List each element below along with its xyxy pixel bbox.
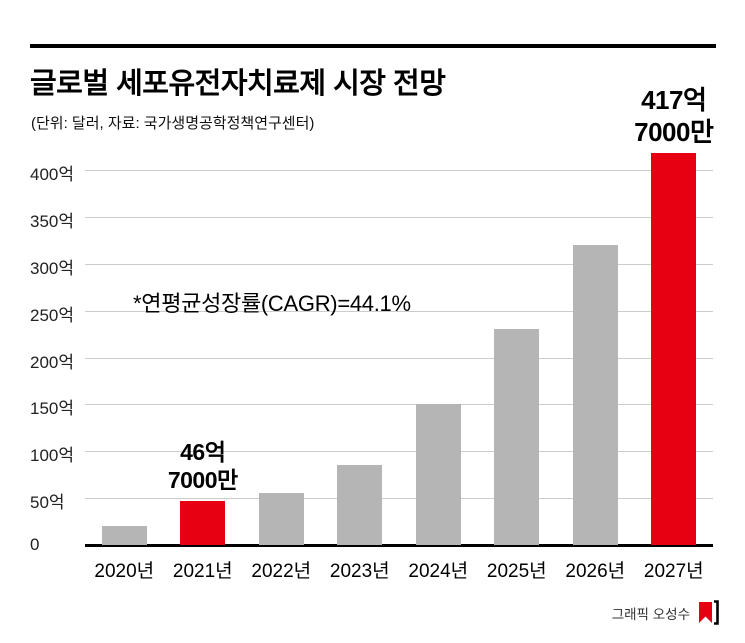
y-axis-tick-label: 200억 bbox=[30, 352, 75, 372]
y-axis-tick-label: 100억 bbox=[30, 446, 75, 466]
x-axis-tick-label: 2023년 bbox=[329, 561, 390, 582]
x-axis-tick-label: 2021년 bbox=[172, 561, 233, 582]
gridline bbox=[85, 216, 713, 218]
y-axis-tick-label: 300억 bbox=[30, 258, 75, 278]
chart-title: 글로벌 세포유전자치료제 시장 전망 bbox=[30, 68, 446, 100]
credit-block: 그래픽 오성수 bbox=[612, 600, 719, 625]
x-axis-tick-label: 2026년 bbox=[565, 561, 626, 582]
y-axis-tick-label: 250억 bbox=[30, 305, 75, 325]
gridline bbox=[85, 170, 713, 171]
cagr-annotation: *연평균성장률(CAGR)=44.1% bbox=[133, 291, 411, 316]
gridline bbox=[85, 310, 713, 312]
y-axis-tick-label: 50억 bbox=[30, 493, 65, 513]
bar-2021년 bbox=[180, 501, 226, 545]
bar-value-label-line: 7000만 bbox=[634, 116, 714, 147]
gridline bbox=[85, 498, 713, 500]
x-axis-tick-label: 2027년 bbox=[643, 561, 704, 582]
chart-unit-source-note: (단위: 달러, 자료: 국가생명공학정책연구센터) bbox=[31, 115, 315, 132]
gridline bbox=[85, 404, 713, 406]
y-axis-tick-label: 0 bbox=[30, 535, 40, 554]
x-axis-tick-label: 2020년 bbox=[94, 561, 155, 582]
gridline bbox=[85, 263, 713, 265]
bar-value-label-line: 7000만 bbox=[167, 466, 238, 493]
bar-2020년 bbox=[101, 526, 147, 545]
y-axis-tick-label: 350억 bbox=[30, 211, 75, 231]
bar-value-label-line: 417억 bbox=[641, 85, 707, 116]
gridline bbox=[85, 357, 713, 359]
bar-value-label: 46억 7000만 bbox=[133, 439, 273, 494]
x-axis-tick-label: 2024년 bbox=[408, 561, 469, 582]
top-divider bbox=[30, 44, 716, 48]
credit-text: 그래픽 오성수 bbox=[611, 606, 690, 622]
gridline bbox=[85, 451, 713, 453]
bar-value-label: 417억 7000만 bbox=[604, 85, 744, 147]
x-axis-line bbox=[85, 544, 713, 547]
bar-2024년 bbox=[415, 404, 461, 545]
bar-2027년 bbox=[651, 153, 697, 545]
bar-value-label-line: 46억 bbox=[180, 439, 226, 466]
x-axis-tick-label: 2025년 bbox=[486, 561, 547, 582]
bar-2025년 bbox=[494, 329, 540, 545]
y-axis-tick-label: 150억 bbox=[30, 399, 75, 419]
bar-2022년 bbox=[258, 493, 304, 545]
y-axis-tick-label: 400억 bbox=[30, 165, 75, 184]
bar-2023년 bbox=[337, 465, 383, 545]
bar-2026년 bbox=[572, 245, 618, 545]
publisher-logo-icon bbox=[699, 600, 719, 625]
x-axis-tick-label: 2022년 bbox=[251, 561, 312, 582]
